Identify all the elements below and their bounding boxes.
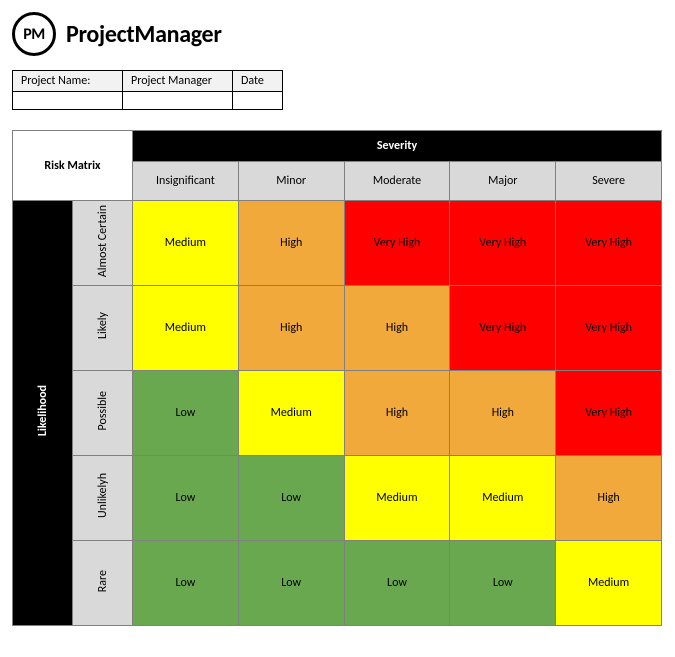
severity-col-2: Moderate [344, 161, 450, 200]
cell-1-4: Very High [556, 286, 662, 371]
cell-3-2: Medium [344, 456, 450, 541]
cell-2-3: High [450, 371, 556, 456]
project-meta-table: Project Name: Project Manager Date [12, 70, 283, 110]
cell-4-4: Medium [556, 541, 662, 626]
brand-badge: PM [12, 12, 56, 56]
severity-col-0: Insignificant [133, 161, 239, 200]
cell-3-4: High [556, 456, 662, 541]
cell-4-1: Low [238, 541, 344, 626]
brand-name: ProjectManager [66, 20, 222, 49]
cell-3-1: Low [238, 456, 344, 541]
cell-1-2: High [344, 286, 450, 371]
cell-4-2: Low [344, 541, 450, 626]
cell-0-2: Very High [344, 201, 450, 286]
cell-3-3: Medium [450, 456, 556, 541]
label-project-manager: Project Manager [123, 71, 233, 92]
value-date[interactable] [233, 92, 283, 110]
label-date: Date [233, 71, 283, 92]
value-project-manager[interactable] [123, 92, 233, 110]
cell-2-0: Low [133, 371, 239, 456]
label-project-name: Project Name: [13, 71, 123, 92]
likelihood-header: Likelihood [13, 201, 73, 626]
cell-2-2: High [344, 371, 450, 456]
cell-0-1: High [238, 201, 344, 286]
likelihood-row-1: Likely [73, 286, 133, 371]
cell-1-0: Medium [133, 286, 239, 371]
cell-0-3: Very High [450, 201, 556, 286]
cell-4-3: Low [450, 541, 556, 626]
severity-col-4: Severe [556, 161, 662, 200]
value-project-name[interactable] [13, 92, 123, 110]
cell-4-0: Low [133, 541, 239, 626]
severity-col-3: Major [450, 161, 556, 200]
likelihood-row-4: Rare [73, 541, 133, 626]
cell-1-1: High [238, 286, 344, 371]
cell-2-4: Very High [556, 371, 662, 456]
cell-2-1: Medium [238, 371, 344, 456]
cell-0-4: Very High [556, 201, 662, 286]
likelihood-row-3: Unlikelyh [73, 456, 133, 541]
cell-3-0: Low [133, 456, 239, 541]
likelihood-row-0: Almost Certain [73, 201, 133, 286]
severity-col-1: Minor [238, 161, 344, 200]
risk-matrix-table: Risk Matrix Severity Insignificant Minor… [12, 130, 662, 626]
cell-1-3: Very High [450, 286, 556, 371]
matrix-corner-label: Risk Matrix [13, 131, 133, 201]
brand-header: PM ProjectManager [12, 12, 663, 56]
severity-header: Severity [133, 131, 662, 162]
cell-0-0: Medium [133, 201, 239, 286]
likelihood-row-2: Possible [73, 371, 133, 456]
